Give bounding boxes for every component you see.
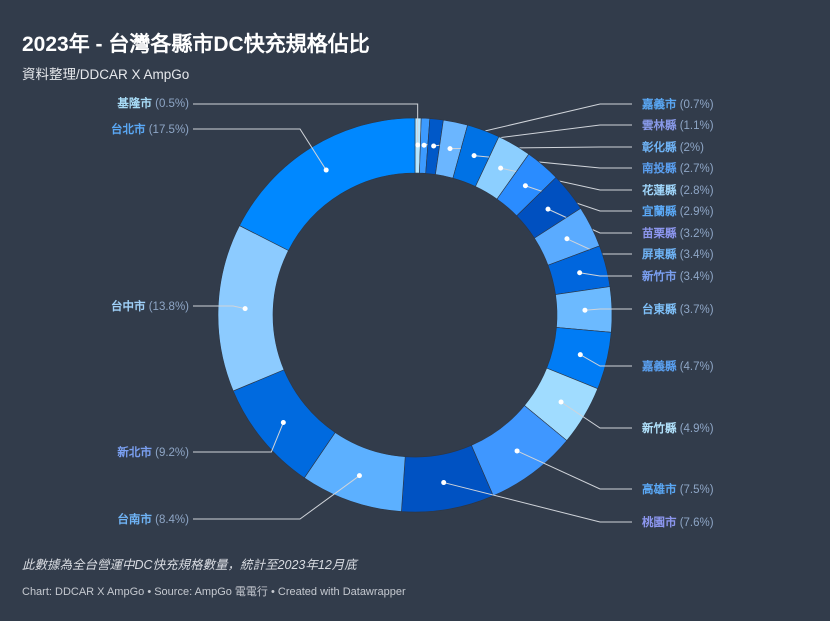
slice-label-name: 台東縣 <box>642 302 677 316</box>
leader-dot <box>421 142 427 148</box>
slice-label-value: (3.7%) <box>677 304 714 316</box>
slice-label: 南投縣 (2.7%) <box>642 161 714 175</box>
slice-label-value: (3.4%) <box>677 249 714 261</box>
slice-label-name: 新竹縣 <box>642 421 677 435</box>
slice-label-name: 台北市 <box>111 122 146 136</box>
leader-dot <box>356 473 362 479</box>
slice-label-name: 基隆市 <box>116 96 152 110</box>
leader-line <box>579 272 632 277</box>
slice-label-name: 雲林縣 <box>642 118 677 132</box>
slice-label-name: 新北市 <box>117 445 152 459</box>
slice-label-value: (2.7%) <box>677 163 714 175</box>
slice-label-value: (13.8%) <box>146 301 190 313</box>
slice-label-name: 新竹市 <box>642 269 677 283</box>
leader-dot <box>441 480 447 486</box>
slice-label-name: 高雄市 <box>642 482 677 496</box>
slice-label-name: 嘉義市 <box>641 97 677 111</box>
slice-label-value: (7.5%) <box>677 484 714 496</box>
slice-label: 花蓮縣 (2.8%) <box>642 183 714 197</box>
leader-dot <box>545 206 551 212</box>
slice-label-value: (9.2%) <box>152 447 189 459</box>
leader-dot <box>242 306 248 312</box>
slice-label: 新竹縣 (4.9%) <box>642 421 714 435</box>
leader-line <box>193 422 284 453</box>
leader-dot <box>582 307 588 313</box>
slice-label: 苗栗縣 (3.2%) <box>642 226 714 240</box>
leader-line <box>193 305 246 310</box>
slice-label-name: 花蓮縣 <box>642 183 677 197</box>
slice-label-name: 嘉義縣 <box>641 359 677 373</box>
leader-line <box>547 208 632 234</box>
slice-label-name: 彰化縣 <box>642 140 677 154</box>
slice-label-name: 屏東縣 <box>642 247 677 261</box>
slice-label: 基隆市 (0.5%) <box>116 96 189 110</box>
slice-label: 新竹市 (3.4%) <box>642 269 714 283</box>
slice-label: 高雄市 (7.5%) <box>642 482 714 496</box>
leader-line <box>560 401 632 429</box>
slice-label-name: 台中市 <box>111 299 146 313</box>
leader-dot <box>577 352 583 358</box>
leader-dot <box>522 183 528 189</box>
slice-label: 屏東縣 (3.4%) <box>642 247 714 261</box>
leader-line <box>516 450 632 490</box>
slice-label: 台南市 (8.4%) <box>117 512 189 526</box>
slice-label-name: 宜蘭縣 <box>642 204 677 218</box>
leader-line <box>580 354 632 367</box>
slice-label-value: (2.8%) <box>677 185 714 197</box>
slice-label: 嘉義縣 (4.7%) <box>641 359 714 373</box>
leader-dot <box>564 236 570 242</box>
slice-label: 彰化縣 (2%) <box>642 140 704 154</box>
slice-台北市 <box>239 117 416 251</box>
slice-label-value: (4.9%) <box>677 423 714 435</box>
slice-label: 雲林縣 (1.1%) <box>642 118 714 132</box>
slice-label: 桃園市 (7.6%) <box>642 515 714 529</box>
leader-line <box>193 475 360 520</box>
leader-dot <box>280 420 286 426</box>
chart-footer: Chart: DDCAR X AmpGo • Source: AmpGo 電電行… <box>22 586 406 598</box>
slice-label-value: (4.7%) <box>677 361 714 373</box>
slice-label-name: 苗栗縣 <box>642 226 677 240</box>
slice-label: 新北市 (9.2%) <box>117 445 189 459</box>
slice-label: 嘉義市 (0.7%) <box>641 97 714 111</box>
slice-label-value: (2%) <box>677 142 705 154</box>
leader-dot <box>415 142 421 148</box>
slice-label-value: (8.4%) <box>152 514 189 526</box>
slice-label-name: 南投縣 <box>642 161 677 175</box>
slice-label-value: (3.2%) <box>677 228 714 240</box>
leader-line <box>443 482 632 523</box>
leader-dot <box>558 399 564 405</box>
slice-台中市 <box>217 225 289 392</box>
leader-line <box>193 128 327 171</box>
slice-label: 台東縣 (3.7%) <box>642 302 714 316</box>
leader-dot <box>498 165 504 171</box>
slice-label: 宜蘭縣 (2.9%) <box>642 204 714 218</box>
slice-label-value: (2.9%) <box>677 206 714 218</box>
leader-dot <box>514 448 520 454</box>
slice-label-value: (0.7%) <box>677 99 714 111</box>
slice-label: 台中市 (13.8%) <box>111 299 189 313</box>
leader-line <box>584 308 632 311</box>
slice-label-value: (3.4%) <box>677 271 714 283</box>
slice-label-name: 桃園市 <box>642 515 677 529</box>
slice-label-value: (0.5%) <box>152 98 189 110</box>
slice-label-value: (1.1%) <box>677 120 714 132</box>
leader-dot <box>431 143 437 149</box>
slice-label: 台北市 (17.5%) <box>111 122 189 136</box>
chart-title: 2023年 - 台灣各縣市DC快充規格佔比 <box>22 33 370 56</box>
slice-label-value: (17.5%) <box>146 124 190 136</box>
leader-dot <box>323 167 329 173</box>
chart-note: 此數據為全台營運中DC快充規格數量，統計至2023年12月底 <box>22 558 357 572</box>
leader-dot <box>471 153 477 159</box>
leader-dot <box>577 270 583 276</box>
leader-dot <box>447 146 453 152</box>
leader-line <box>193 103 419 146</box>
slice-label-value: (7.6%) <box>677 517 714 529</box>
slice-label-name: 台南市 <box>117 512 152 526</box>
chart-subtitle: 資料整理/DDCAR X AmpGo <box>22 67 190 82</box>
